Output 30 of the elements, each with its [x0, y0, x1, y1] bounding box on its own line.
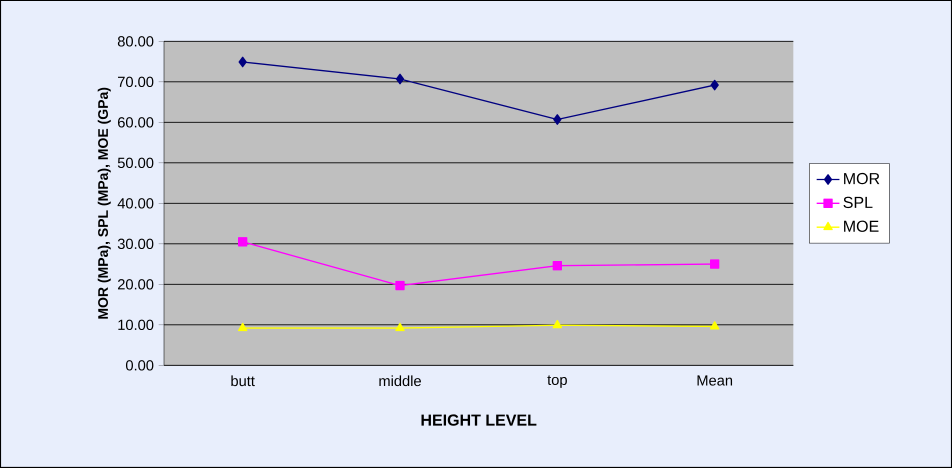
legend-label: MOE — [844, 220, 879, 232]
point — [238, 237, 248, 246]
point — [238, 56, 247, 68]
x-tick-label: top — [547, 375, 567, 388]
point — [553, 114, 562, 125]
point — [710, 80, 719, 90]
point — [395, 322, 405, 332]
x-axis-title: HEIGHT LEVEL — [422, 414, 536, 426]
point — [552, 320, 562, 328]
point — [710, 321, 720, 330]
x-tick-label: middle — [379, 375, 421, 386]
y-tick-label: 60.00 — [118, 117, 154, 128]
y-tick-label: 0.00 — [126, 360, 154, 371]
point — [395, 280, 405, 290]
y-tick-label: 40.00 — [118, 198, 154, 209]
y-tick-label: 50.00 — [118, 158, 154, 168]
x-tick-label: butt — [231, 375, 255, 386]
x-tick-label: Mean — [698, 375, 732, 386]
legend-label: MOR — [844, 172, 880, 184]
legend-label: SPL — [843, 196, 872, 208]
point — [238, 322, 248, 332]
y-tick-label: 80.00 — [118, 36, 154, 47]
y-tick-label: 20.00 — [118, 279, 154, 290]
point — [396, 74, 404, 84]
y-tick-label: 70.00 — [118, 76, 154, 88]
y-tick-label: 10.00 — [118, 320, 154, 330]
point — [710, 259, 720, 269]
y-axis-title: MOR (MPa), SPL (MPa), MOE (GPa) — [98, 88, 111, 319]
point — [552, 261, 562, 270]
y-tick-label: 30.00 — [118, 238, 154, 250]
